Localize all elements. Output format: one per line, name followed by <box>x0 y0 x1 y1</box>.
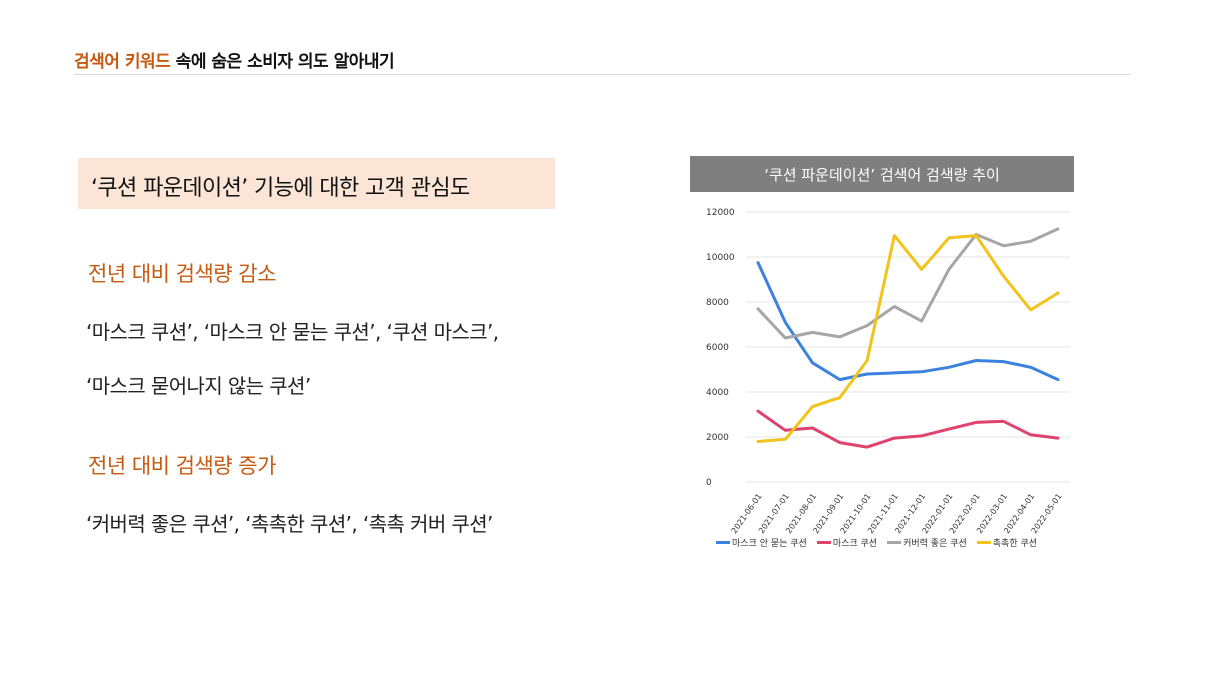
data-point <box>1002 420 1005 423</box>
y-tick-label: 4000 <box>706 388 729 398</box>
subtitle-box: ‘쿠션 파운데이션’ 기능에 대한 고객 관심도 <box>78 158 555 209</box>
data-point <box>839 396 841 399</box>
data-point <box>920 320 923 322</box>
legend-label: 커버력 좋은 쿠션 <box>903 539 967 549</box>
legend-item: 마스크 안 묻는 쿠션 <box>716 536 807 549</box>
decrease-line-1: ‘마스크 쿠션’, ‘마스크 안 묻는 쿠션’, ‘쿠션 마스크’, <box>86 320 499 344</box>
data-point <box>839 336 841 338</box>
series-line-1 <box>756 261 1060 382</box>
chart-legend: 마스크 안 묻는 쿠션 마스크 쿠션 커버력 좋은 쿠션 촉촉한 쿠션 <box>716 536 1037 549</box>
data-point <box>784 429 787 432</box>
series-line-2 <box>756 409 1060 449</box>
data-point <box>1002 360 1005 363</box>
data-point <box>784 438 787 441</box>
legend-swatch <box>976 541 991 544</box>
data-point <box>1057 228 1059 230</box>
data-point <box>866 373 868 375</box>
chart-title-bar <box>690 156 1074 192</box>
y-tick-label: 12000 <box>706 208 735 218</box>
y-tick-label: 2000 <box>706 433 729 443</box>
data-point <box>920 435 923 437</box>
legend-label: 마스크 쿠션 <box>832 539 878 549</box>
legend-label: 촉촉한 쿠션 <box>992 539 1038 549</box>
data-point <box>866 446 868 448</box>
data-point <box>811 331 814 334</box>
header-divider <box>74 74 1130 75</box>
data-point <box>1029 366 1032 369</box>
decrease-heading: 전년 대비 검색량 감소 <box>88 262 276 286</box>
legend-item: 커버력 좋은 쿠션 <box>887 536 967 549</box>
page-header: 검색어 키워드 속에 숨은 소비자 의도 알아내기 <box>74 47 395 72</box>
data-point <box>811 427 814 429</box>
y-tick-label: 8000 <box>706 298 729 308</box>
legend-label: 마스크 안 묻는 쿠션 <box>732 539 807 549</box>
data-point <box>920 268 923 271</box>
data-point <box>1057 437 1059 439</box>
data-point <box>1057 378 1059 381</box>
legend-swatch <box>887 541 902 544</box>
data-point <box>1029 240 1032 243</box>
data-point <box>757 261 759 264</box>
data-point <box>811 361 814 364</box>
increase-line-1: ‘커버력 좋은 쿠션’, ‘촉촉한 쿠션’, ‘촉촉 커버 쿠션’ <box>86 512 493 536</box>
data-point <box>948 268 950 271</box>
data-point <box>839 441 841 444</box>
data-point <box>1057 292 1059 294</box>
data-point <box>866 324 868 327</box>
data-point <box>1029 309 1032 311</box>
subtitle-text: ‘쿠션 파운데이션’ 기능에 대한 고객 관심도 <box>91 176 470 201</box>
data-point <box>893 372 896 374</box>
y-tick-label: 0 <box>706 478 712 488</box>
search-volume-line-chart: ‘쿠션 파운데이션’ 검색어 검색량 추이 0 2000 4000 6000 8000 10… <box>690 156 1074 535</box>
data-point <box>1029 433 1032 436</box>
data-point <box>975 359 977 362</box>
legend-item: 마스크 쿠션 <box>816 536 878 549</box>
data-point <box>948 428 950 430</box>
data-point <box>811 405 814 408</box>
header-rest: 속에 숨은 소비자 의도 알아내기 <box>170 52 395 72</box>
data-point <box>893 305 896 308</box>
decrease-line-2: ‘마스크 묻어나지 않는 쿠션’ <box>86 374 311 398</box>
chart-title: ‘쿠션 파운데이션’ 검색어 검색량 추이 <box>764 166 1000 184</box>
data-point <box>920 370 923 373</box>
data-point <box>893 437 896 439</box>
y-tick-label: 10000 <box>706 253 735 263</box>
data-point <box>948 366 950 369</box>
data-point <box>866 359 868 362</box>
data-point <box>975 421 977 424</box>
data-point <box>893 234 896 237</box>
y-tick-label: 6000 <box>706 343 729 353</box>
data-point <box>1002 275 1005 277</box>
data-point <box>975 234 977 237</box>
data-point <box>757 440 759 443</box>
legend-item: 촉촉한 쿠션 <box>976 536 1038 549</box>
legend-swatch <box>816 541 831 544</box>
series-line-3 <box>756 227 1060 340</box>
data-point <box>757 410 759 412</box>
data-point <box>784 321 787 324</box>
data-point <box>839 378 841 381</box>
data-point <box>784 337 787 339</box>
series-line-4 <box>756 234 1060 443</box>
data-point <box>948 237 950 239</box>
data-point <box>1002 244 1005 247</box>
data-point <box>757 307 759 310</box>
header-accent: 검색어 키워드 <box>74 52 171 72</box>
legend-swatch <box>716 541 730 544</box>
increase-heading: 전년 대비 검색량 증가 <box>88 454 276 478</box>
